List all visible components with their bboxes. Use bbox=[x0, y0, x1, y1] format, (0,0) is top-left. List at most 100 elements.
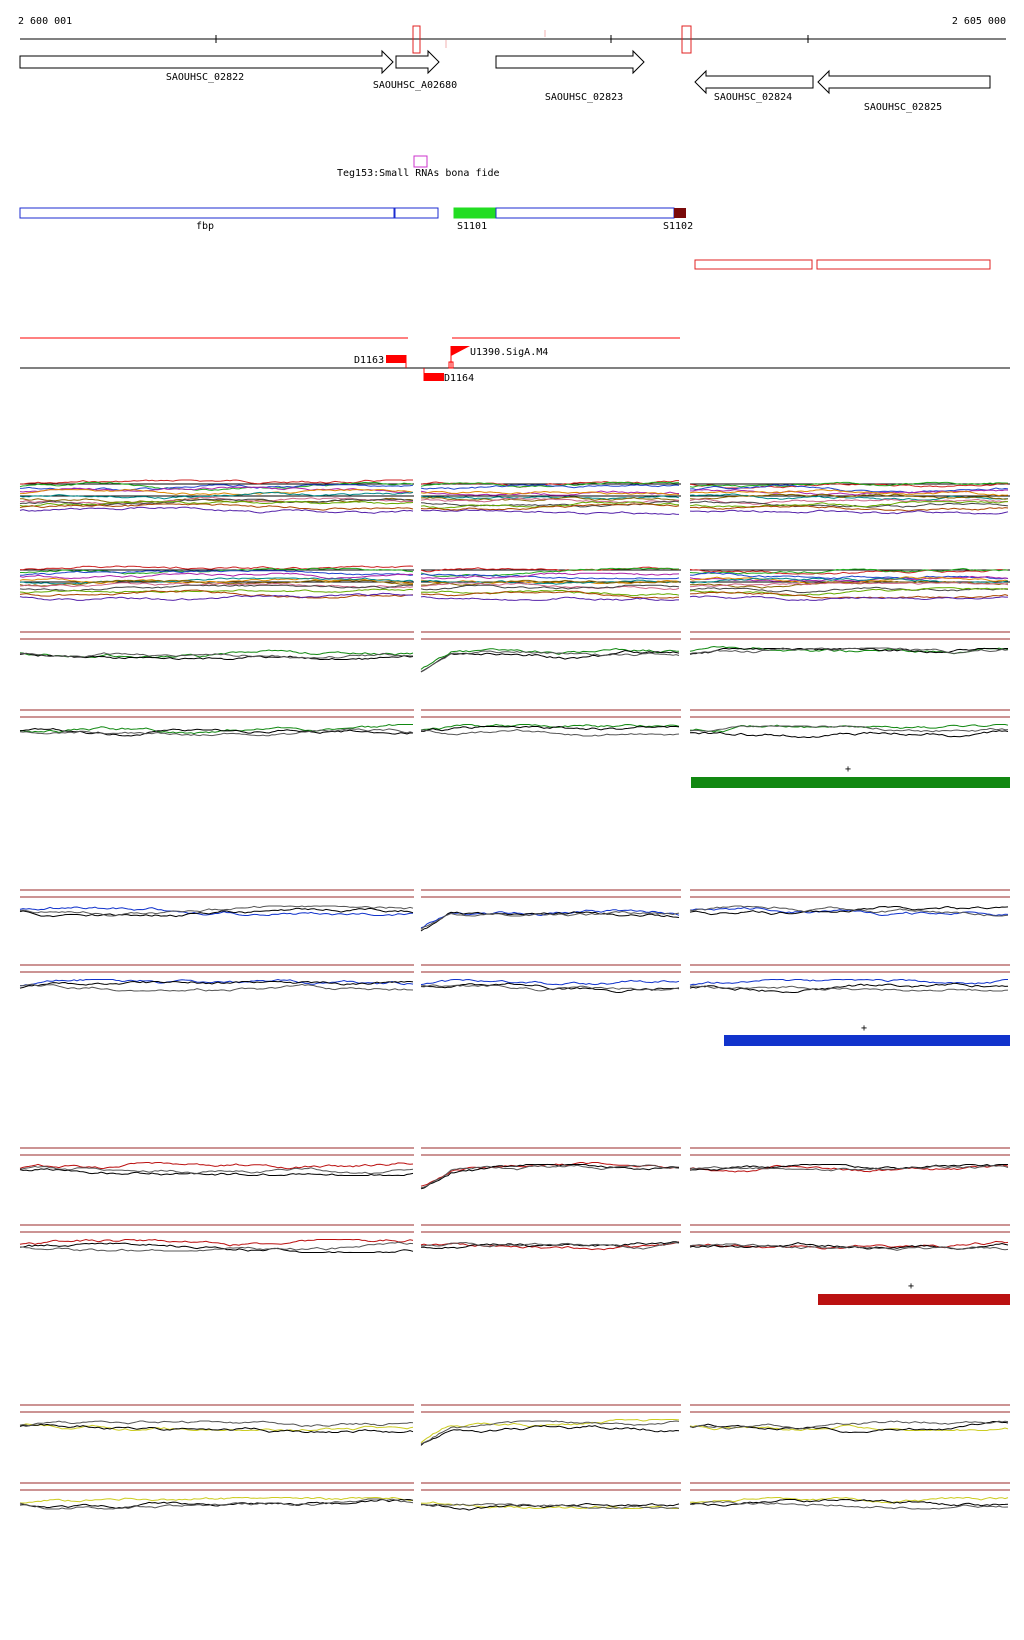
expression-trace bbox=[420, 503, 680, 511]
expression-trace bbox=[19, 565, 414, 571]
expression-trace bbox=[689, 1496, 1009, 1504]
annotation-red-box[interactable] bbox=[816, 259, 991, 270]
expression-trace bbox=[689, 568, 1009, 575]
expression-trace bbox=[420, 1502, 680, 1511]
gene-saouhsc-02823[interactable]: SAOUHSC_02823 bbox=[495, 49, 645, 103]
expression-trace bbox=[19, 506, 414, 514]
expression-trace bbox=[689, 509, 1009, 515]
gene-saouhsc-02822[interactable]: SAOUHSC_02822 bbox=[19, 49, 394, 83]
expression-trace bbox=[689, 582, 1009, 588]
expression-trace bbox=[19, 905, 414, 917]
expression-trace bbox=[19, 652, 414, 661]
tss-d1163[interactable]: D1163 bbox=[354, 355, 407, 368]
expression-trace bbox=[420, 1241, 680, 1250]
condition-bar-red[interactable] bbox=[818, 1294, 1010, 1305]
expression-trace bbox=[19, 723, 413, 735]
expression-trace bbox=[19, 489, 414, 496]
expression-trace bbox=[19, 1242, 414, 1254]
annotation-label-s1101: S1101 bbox=[457, 221, 487, 232]
expression-trace bbox=[19, 980, 414, 989]
annotation-red-box[interactable] bbox=[694, 259, 813, 270]
expression-trace bbox=[420, 984, 680, 992]
expression-trace bbox=[689, 498, 1009, 505]
expression-trace bbox=[420, 728, 680, 737]
gene-saouhsc-02824[interactable]: SAOUHSC_02824 bbox=[694, 69, 814, 103]
expression-trace bbox=[420, 1241, 680, 1250]
expression-trace bbox=[20, 570, 414, 576]
expression-trace bbox=[19, 582, 414, 589]
expression-trace bbox=[19, 1238, 414, 1247]
expression-trace bbox=[689, 1500, 1009, 1510]
tss-u1390[interactable]: U1390.SigA.M4 bbox=[448, 346, 548, 369]
srna-track: Teg153:Small RNAs bona fide bbox=[337, 155, 500, 179]
condition-bar-blue[interactable] bbox=[724, 1035, 1010, 1046]
expression-trace bbox=[19, 983, 414, 992]
expression-trace bbox=[420, 595, 679, 601]
expression-trace bbox=[689, 586, 1009, 594]
expression-trace bbox=[689, 1163, 1008, 1171]
gene-label: SAOUHSC_02825 bbox=[864, 102, 942, 113]
tss-track: U1390.SigA.M4 D1163 D1164 bbox=[20, 337, 1010, 384]
expression-trace bbox=[689, 1243, 1009, 1251]
expression-trace bbox=[420, 509, 680, 515]
expression-trace bbox=[420, 1164, 679, 1190]
expression-trace bbox=[19, 503, 414, 511]
coordinate-ruler: 2 600 001 2 605 000 bbox=[18, 16, 1006, 54]
expression-trace bbox=[689, 1420, 1009, 1430]
annotation-track: fbp S1101 S1102 bbox=[19, 207, 991, 270]
ruler-region-marker[interactable] bbox=[681, 25, 692, 54]
expression-trace bbox=[689, 647, 1009, 655]
annotation-box[interactable] bbox=[495, 207, 675, 219]
annotation-s1101[interactable] bbox=[453, 207, 496, 219]
expression-trace bbox=[689, 493, 1008, 501]
expression-trace bbox=[420, 647, 680, 670]
gene-label: SAOUHSC_A02680 bbox=[373, 80, 457, 91]
expression-trace bbox=[420, 501, 680, 509]
expression-trace bbox=[689, 1164, 1009, 1172]
condition-bar-green[interactable] bbox=[691, 777, 1010, 788]
tss-label: U1390.SigA.M4 bbox=[470, 347, 548, 358]
expression-trace bbox=[420, 1241, 680, 1251]
expression-trace bbox=[420, 490, 679, 496]
expression-trace bbox=[689, 730, 1009, 739]
coord-end-label: 2 605 000 bbox=[952, 16, 1006, 27]
expression-trace bbox=[689, 493, 1009, 500]
expression-trace bbox=[689, 906, 1009, 917]
expression-trace bbox=[420, 1503, 680, 1510]
expression-trace bbox=[420, 1164, 680, 1189]
expression-trace bbox=[19, 491, 414, 500]
tss-label: D1163 bbox=[354, 355, 384, 366]
expression-trace bbox=[689, 567, 1009, 575]
expression-trace bbox=[19, 481, 414, 491]
expression-trace bbox=[420, 579, 680, 586]
annotation-fbp[interactable] bbox=[19, 207, 395, 219]
annotation-box[interactable] bbox=[394, 207, 439, 219]
gene-saouhsc-02825[interactable]: SAOUHSC_02825 bbox=[817, 69, 991, 113]
expression-trace bbox=[19, 501, 414, 507]
tss-d1164[interactable]: D1164 bbox=[423, 368, 474, 384]
annotation-s1102[interactable] bbox=[674, 208, 686, 218]
gene-saouhsc-a02680[interactable]: SAOUHSC_A02680 bbox=[373, 49, 457, 91]
expression-trace bbox=[420, 725, 680, 732]
ruler-region-marker[interactable] bbox=[412, 25, 421, 54]
expression-trace bbox=[19, 1241, 414, 1252]
expression-trace bbox=[420, 567, 679, 577]
srna-feature[interactable] bbox=[413, 155, 428, 168]
expression-trace bbox=[689, 484, 1009, 494]
expression-trace bbox=[19, 486, 414, 494]
expression-trace bbox=[420, 1424, 680, 1446]
expression-trace bbox=[420, 579, 680, 586]
expression-trace bbox=[19, 906, 413, 917]
expression-trace bbox=[19, 1165, 414, 1175]
expression-trace bbox=[420, 572, 680, 580]
expression-trace bbox=[689, 982, 1009, 994]
expression-trace bbox=[19, 1162, 414, 1170]
expression-trace bbox=[689, 591, 1009, 599]
expression-trace bbox=[19, 1168, 414, 1177]
expression-trace bbox=[420, 589, 680, 597]
expression-trace bbox=[420, 590, 679, 599]
expression-trace bbox=[19, 1496, 414, 1504]
expression-trace bbox=[420, 1420, 680, 1445]
expression-trace bbox=[689, 985, 1009, 992]
